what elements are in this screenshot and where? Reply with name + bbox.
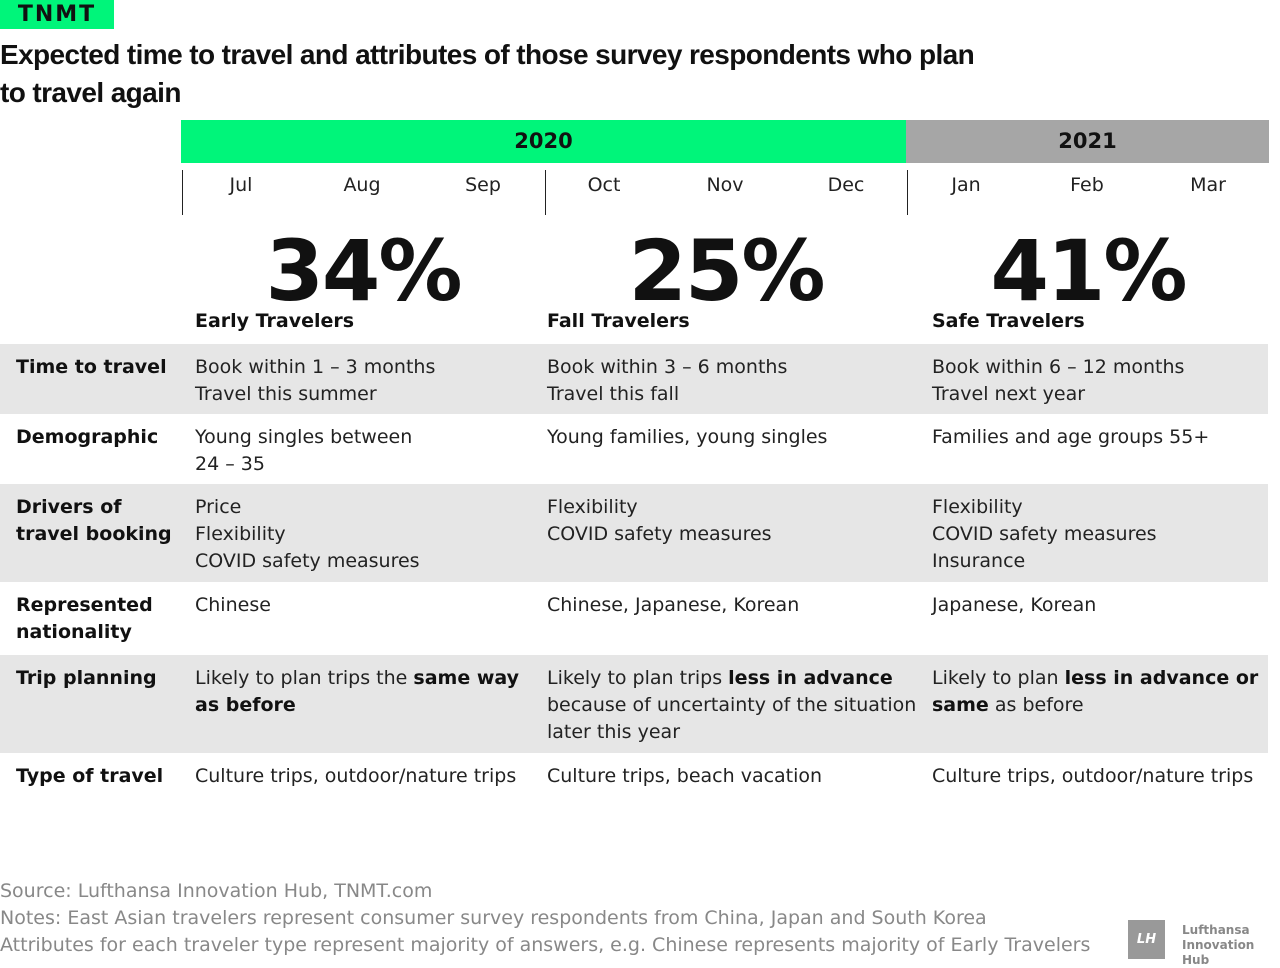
month-label: Oct	[587, 174, 621, 196]
table-row: Trip planning Likely to plan trips the sa…	[0, 655, 1268, 753]
cell-text: Chinese	[195, 594, 271, 616]
page-title: Expected time to travel and attributes o…	[0, 39, 975, 108]
segment-name: Early Travelers	[195, 310, 355, 332]
cell-text: Price Flexibility COVID safety measures	[195, 496, 420, 572]
table-row: Demographic Young singles between 24 – 35…	[0, 414, 1268, 484]
cell-text: Book within 6 – 12 months Travel next ye…	[932, 356, 1185, 405]
table-row: Drivers of travel booking Price Flexibili…	[0, 484, 1268, 582]
table-cell: Flexibility COVID safety measures	[547, 494, 917, 548]
table-cell: Likely to plan trips the same way as bef…	[195, 665, 525, 719]
year-2021-header: 2021	[906, 120, 1269, 163]
month-label: Feb	[1070, 174, 1104, 196]
month-label: Dec	[827, 174, 865, 196]
emphasis-text: less in advance or same	[932, 667, 1259, 716]
cell-text: Families and age groups 55+	[932, 426, 1210, 448]
table-row: Type of travel Culture trips, outdoor/nat…	[0, 753, 1268, 830]
table-cell: Culture trips, outdoor/nature trips	[195, 763, 525, 790]
cell-text: because of uncertainty of the situation …	[547, 694, 917, 743]
cell-text: Culture trips, outdoor/nature trips	[932, 765, 1254, 787]
table-cell: Culture trips, beach vacation	[547, 763, 917, 790]
segment-percent: 25%	[628, 222, 825, 320]
cell-text: Culture trips, outdoor/nature trips	[195, 765, 517, 787]
month-label: Mar	[1190, 174, 1226, 196]
cell-text: Book within 1 – 3 months Travel this sum…	[195, 356, 436, 405]
emphasis-text: less in advance	[728, 667, 893, 689]
month-label: Nov	[706, 174, 744, 196]
table-row: Represented nationality Chinese Chinese, J…	[0, 582, 1268, 655]
table-cell: Chinese, Japanese, Korean	[547, 592, 917, 619]
table-row: Time to travel Book within 1 – 3 months T…	[0, 344, 1268, 414]
table-cell: Flexibility COVID safety measures Insura…	[932, 494, 1262, 575]
table-cell: Japanese, Korean	[932, 592, 1262, 619]
table-cell: Book within 1 – 3 months Travel this sum…	[195, 354, 525, 408]
divider	[907, 170, 908, 215]
row-label: Represented nationality	[16, 594, 153, 643]
emphasis-text: same way as before	[195, 667, 519, 716]
row-label: Type of travel	[16, 765, 164, 787]
row-label: Demographic	[16, 426, 159, 448]
segment-percent: 41%	[990, 222, 1187, 320]
month-label: Jul	[229, 174, 253, 196]
table-cell: Likely to plan trips less in advance bec…	[547, 665, 917, 746]
lufthansa-logo-mark: LH	[1128, 920, 1165, 959]
source-note: Source: Lufthansa Innovation Hub, TNMT.c…	[0, 880, 433, 902]
attributes-note: Attributes for each traveler type repres…	[0, 934, 1091, 956]
month-label: Sep	[465, 174, 501, 196]
segment-percent: 34%	[265, 222, 462, 320]
row-label: Time to travel	[16, 356, 167, 378]
year-2020-header: 2020	[181, 120, 906, 163]
divider	[182, 170, 183, 215]
lufthansa-innovation-hub-logo: Lufthansa Innovation Hub	[1182, 923, 1255, 967]
cell-text: as before	[988, 694, 1084, 716]
cell-text: Flexibility COVID safety measures	[547, 496, 772, 545]
table-cell: Book within 6 – 12 months Travel next ye…	[932, 354, 1262, 408]
segment-name: Safe Travelers	[932, 310, 1085, 332]
row-label: Drivers of travel booking	[16, 496, 172, 545]
table-cell: Young families, young singles	[547, 424, 917, 451]
month-label: Aug	[343, 174, 381, 196]
segment-name: Fall Travelers	[547, 310, 690, 332]
table-cell: Chinese	[195, 592, 525, 619]
cell-text: Young families, young singles	[547, 426, 828, 448]
table-cell: Book within 3 – 6 months Travel this fal…	[547, 354, 917, 408]
cell-text: Likely to plan	[932, 667, 1065, 689]
cell-text: Likely to plan trips the	[195, 667, 414, 689]
table-cell: Young singles between 24 – 35	[195, 424, 525, 478]
row-label: Trip planning	[16, 667, 157, 689]
cell-text: Likely to plan trips	[547, 667, 729, 689]
divider	[545, 170, 546, 215]
cell-text: Chinese, Japanese, Korean	[547, 594, 800, 616]
table-cell: Families and age groups 55+	[932, 424, 1262, 451]
notes: Notes: East Asian travelers represent co…	[0, 907, 987, 929]
tnmt-logo: TNMT	[0, 0, 114, 29]
cell-text: Japanese, Korean	[932, 594, 1097, 616]
table-cell: Likely to plan less in advance or same a…	[932, 665, 1262, 719]
cell-text: Culture trips, beach vacation	[547, 765, 823, 787]
table-cell: Price Flexibility COVID safety measures	[195, 494, 525, 575]
month-label: Jan	[951, 174, 981, 196]
cell-text: Flexibility COVID safety measures Insura…	[932, 496, 1157, 572]
cell-text: Young singles between 24 – 35	[195, 426, 413, 475]
table-cell: Culture trips, outdoor/nature trips	[932, 763, 1262, 790]
cell-text: Book within 3 – 6 months Travel this fal…	[547, 356, 788, 405]
